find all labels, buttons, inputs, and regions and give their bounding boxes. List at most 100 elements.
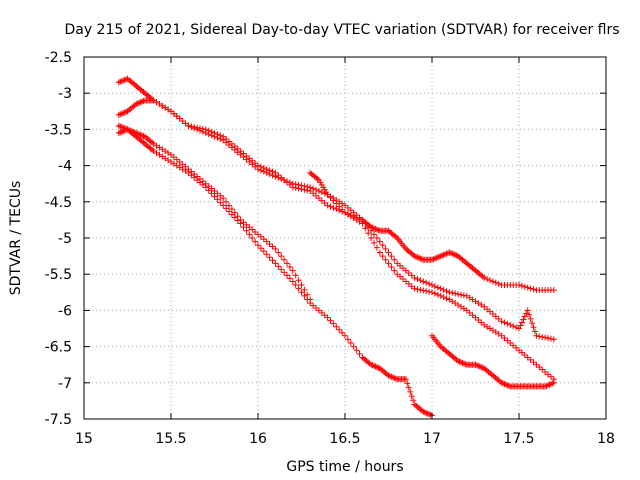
data-point	[211, 133, 218, 140]
data-point	[405, 384, 412, 391]
data-points	[115, 75, 557, 419]
data-point	[442, 251, 449, 258]
data-point	[443, 250, 450, 257]
data-point	[188, 123, 195, 130]
data-point	[295, 277, 302, 284]
data-point	[133, 101, 140, 108]
data-point	[117, 111, 124, 118]
data-point	[443, 288, 450, 295]
data-point	[289, 180, 296, 187]
data-point	[426, 288, 433, 295]
data-point	[191, 125, 198, 132]
data-point	[434, 284, 441, 291]
data-point	[275, 174, 282, 181]
y-tick-label: -7	[58, 376, 72, 392]
data-point	[217, 199, 224, 206]
data-point	[185, 122, 192, 129]
data-point	[208, 132, 215, 139]
data-point	[411, 285, 418, 292]
data-point	[379, 253, 386, 260]
y-tick-label: -6.5	[45, 340, 72, 356]
data-point	[386, 373, 393, 380]
data-point	[414, 276, 421, 283]
data-point	[371, 239, 377, 246]
data-point	[505, 382, 512, 389]
data-point	[429, 289, 435, 296]
data-point	[492, 279, 499, 286]
data-point	[298, 182, 305, 189]
data-point	[281, 256, 288, 263]
data-point	[524, 307, 531, 314]
data-point	[281, 177, 288, 184]
data-point	[194, 126, 201, 133]
data-point	[260, 168, 267, 175]
x-tick-label: 17.5	[503, 431, 534, 447]
data-point	[231, 214, 238, 221]
data-point	[123, 76, 130, 83]
data-point	[521, 283, 528, 290]
data-point	[120, 128, 127, 135]
data-point	[440, 286, 447, 293]
data-point	[120, 77, 127, 84]
data-point	[205, 131, 212, 138]
data-point	[211, 193, 218, 200]
data-point	[115, 79, 122, 86]
data-point	[304, 183, 311, 190]
data-point	[547, 381, 554, 388]
data-point	[518, 319, 525, 326]
data-point	[408, 393, 415, 400]
data-point	[339, 329, 346, 336]
data-point	[117, 129, 124, 136]
data-point	[545, 382, 551, 389]
data-point	[295, 285, 302, 292]
data-point	[205, 187, 212, 194]
data-point	[411, 274, 418, 281]
data-point	[429, 256, 435, 263]
data-point	[223, 198, 230, 205]
data-point	[137, 131, 144, 138]
grid	[84, 57, 606, 419]
data-point	[459, 359, 466, 366]
data-point	[420, 287, 427, 294]
data-point	[115, 122, 122, 129]
data-point	[420, 408, 427, 415]
data-point	[121, 109, 128, 116]
data-point	[388, 263, 395, 270]
data-point	[430, 256, 437, 263]
data-point	[266, 171, 273, 178]
data-point	[529, 320, 536, 327]
data-point	[391, 256, 398, 263]
data-point	[149, 96, 156, 103]
data-point	[284, 178, 290, 185]
data-point	[513, 324, 520, 331]
data-point	[385, 372, 392, 379]
data-point	[415, 254, 422, 261]
data-point	[437, 285, 444, 292]
data-point	[549, 380, 556, 387]
data-point	[462, 361, 469, 368]
data-point	[417, 255, 424, 262]
data-point	[139, 132, 145, 139]
data-point	[365, 230, 372, 237]
data-point	[484, 276, 491, 283]
data-point	[275, 249, 282, 256]
data-point	[524, 284, 531, 291]
data-point	[376, 238, 383, 245]
x-axis-label: GPS time / hours	[286, 459, 403, 475]
y-tick-label: -6	[58, 303, 72, 319]
data-point	[237, 220, 244, 227]
data-point	[284, 260, 290, 267]
data-point	[502, 381, 509, 388]
x-tick-label: 15	[75, 431, 93, 447]
data-point	[347, 339, 354, 346]
data-point	[476, 363, 483, 370]
data-point	[379, 242, 386, 249]
data-point	[353, 347, 360, 354]
data-point	[342, 332, 348, 339]
data-point	[391, 374, 398, 381]
data-point	[226, 208, 232, 215]
data-point	[336, 203, 343, 210]
data-point	[460, 292, 467, 299]
data-point	[376, 249, 383, 256]
